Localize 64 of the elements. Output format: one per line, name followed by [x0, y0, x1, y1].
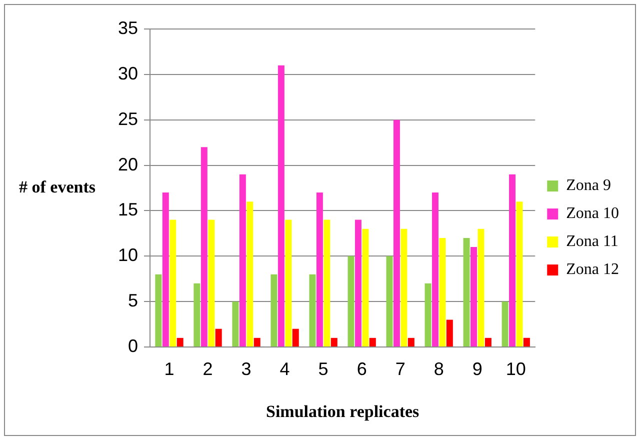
bar — [470, 247, 477, 346]
bar — [463, 238, 470, 346]
bar — [200, 147, 208, 346]
bar — [239, 174, 246, 346]
x-tick-label: 5 — [318, 358, 328, 379]
legend-label: Zona 10 — [566, 205, 619, 222]
bar — [162, 192, 169, 346]
x-tick-label: 7 — [395, 358, 406, 379]
bar — [516, 202, 523, 346]
bar — [362, 228, 369, 346]
bar — [408, 338, 414, 346]
bar — [502, 302, 508, 346]
legend-label: Zona 9 — [566, 177, 611, 194]
y-axis-title: # of events — [19, 177, 96, 196]
x-tick-label: 1 — [164, 358, 174, 379]
bar — [330, 338, 338, 346]
bar — [285, 220, 292, 346]
x-tick-label: 2 — [202, 358, 213, 379]
bar — [478, 228, 484, 346]
y-tick-label: 5 — [128, 290, 138, 311]
bar — [509, 174, 516, 346]
bar — [324, 220, 330, 346]
bar — [155, 274, 162, 346]
legend-label: Zona 12 — [566, 261, 619, 278]
bar — [194, 283, 200, 346]
bar — [246, 202, 254, 346]
bar — [208, 220, 215, 346]
bar — [523, 338, 530, 346]
legend-label: Zona 11 — [566, 233, 618, 250]
x-tick-label: 9 — [472, 358, 482, 379]
bar — [170, 220, 176, 346]
y-tick-label: 25 — [118, 108, 138, 129]
bar — [354, 220, 362, 346]
bar — [484, 338, 492, 346]
x-tick-label: 3 — [241, 358, 252, 379]
y-tick-label: 30 — [118, 63, 138, 84]
x-tick-label: 10 — [506, 358, 526, 379]
bar — [439, 238, 446, 346]
y-tick-label: 20 — [118, 154, 138, 174]
y-tick-label: 10 — [118, 245, 138, 266]
bar — [254, 338, 260, 346]
bar — [348, 256, 354, 346]
x-tick-label: 8 — [434, 358, 444, 379]
bar — [424, 283, 432, 346]
bar — [232, 302, 239, 346]
x-tick-label: 4 — [280, 358, 290, 379]
y-tick-label: 35 — [118, 18, 138, 38]
y-tick-label: 0 — [128, 336, 138, 356]
bar — [215, 328, 222, 346]
bar — [369, 338, 376, 346]
x-axis-title: Simulation replicates — [266, 402, 420, 422]
bar — [386, 256, 393, 346]
bar — [292, 328, 299, 346]
bar — [446, 320, 453, 346]
x-tick-label: 6 — [356, 358, 367, 379]
bar — [176, 338, 184, 346]
y-tick-label: 15 — [118, 200, 138, 220]
bar — [400, 228, 408, 346]
bar — [278, 65, 284, 346]
bar — [270, 274, 278, 346]
bar — [393, 120, 400, 346]
bar — [432, 192, 438, 346]
bar — [316, 192, 323, 346]
bar — [309, 274, 316, 346]
